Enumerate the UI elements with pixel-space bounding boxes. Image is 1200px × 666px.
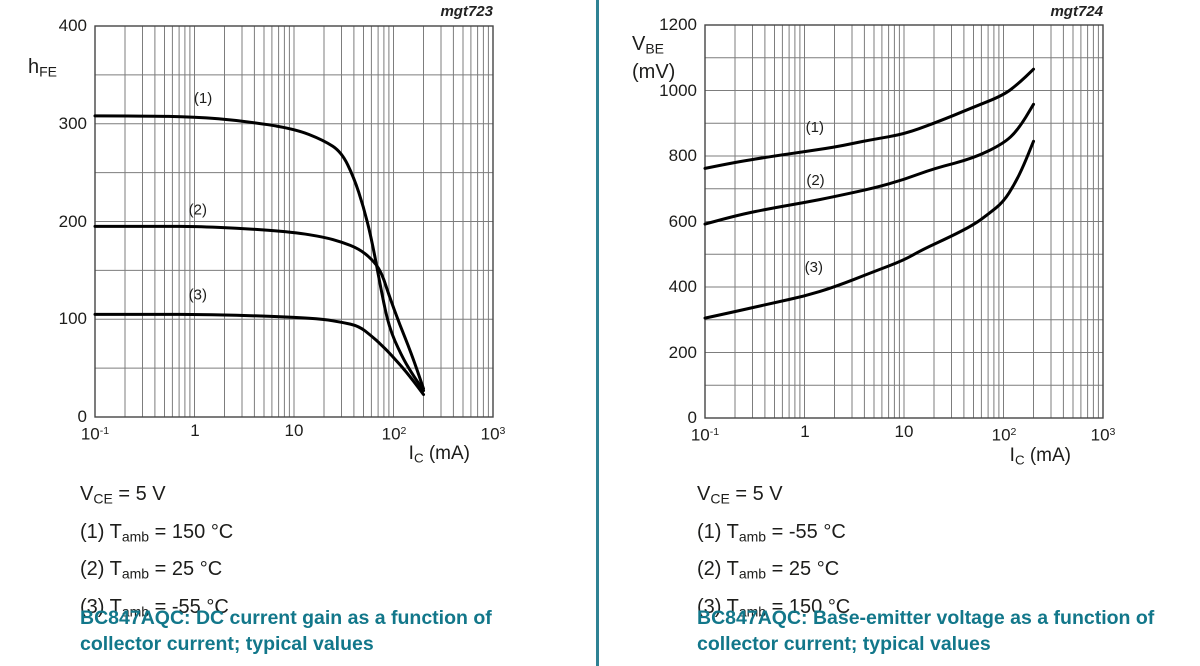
condition-line: VCE = 5 V bbox=[697, 483, 783, 507]
x-axis-label: IC (mA) bbox=[1009, 445, 1071, 468]
curve-label: (1) bbox=[806, 119, 824, 136]
y-tick-label: 1000 bbox=[659, 81, 697, 100]
y-tick-label: 300 bbox=[58, 114, 87, 133]
y-tick-label: 400 bbox=[58, 16, 87, 35]
x-tick-label: 10-1 bbox=[80, 424, 110, 444]
figure-caption: BC847AQC: Base-emitter voltage as a func… bbox=[697, 607, 1155, 655]
condition-line: (2) Tamb = 25 °C bbox=[80, 558, 223, 582]
hfe-chart: (1) (2) (3) bbox=[93, 25, 494, 418]
curve-label: (2) bbox=[189, 202, 207, 219]
series-curve-1 bbox=[93, 114, 425, 393]
series-curve-3 bbox=[93, 312, 425, 396]
condition-line: (1) Tamb = -55 °C bbox=[697, 520, 846, 545]
y-tick-label: 200 bbox=[58, 212, 87, 231]
condition-line: VCE = 5 V bbox=[80, 483, 166, 507]
curve-label: (3) bbox=[189, 287, 207, 304]
vbe-chart: (1) (2) (3) bbox=[703, 24, 1104, 419]
curve-label: (1) bbox=[194, 90, 212, 107]
curve-label: (2) bbox=[806, 172, 824, 189]
y-tick-label: 1200 bbox=[659, 15, 697, 34]
figure-id: mgt723 bbox=[440, 3, 493, 20]
x-tick-label: 1 bbox=[190, 421, 200, 440]
condition-line: (1) Tamb = 150 °C bbox=[80, 520, 234, 545]
test-conditions: VCE = 5 V (1) Tamb = 150 °C (2) Tamb = 25 … bbox=[80, 478, 233, 628]
y-tick-label: 600 bbox=[668, 212, 697, 231]
x-tick-label: 103 bbox=[480, 424, 506, 444]
condition-line: (2) Tamb = 25 °C bbox=[697, 558, 840, 582]
x-axis-label: IC (mA) bbox=[408, 443, 470, 466]
vbe-chart-panel: (1) (2) (3) mgt724 VBE (mV) IC (mA) 1200 100… bbox=[599, 0, 1200, 666]
x-tick-label: 102 bbox=[381, 424, 407, 444]
y-tick-label: 200 bbox=[668, 343, 697, 362]
test-conditions: VCE = 5 V (1) Tamb = -55 °C (2) Tamb = 25 … bbox=[697, 478, 850, 628]
plot-border bbox=[94, 25, 494, 418]
x-tick-label: 10-1 bbox=[690, 425, 720, 445]
y-tick-label: 400 bbox=[668, 277, 697, 296]
plot-border bbox=[704, 24, 1104, 419]
column-divider bbox=[596, 0, 599, 666]
hfe-chart-panel: (1) (2) (3) mgt723 hFE IC (mA) 400 300 200 10… bbox=[0, 0, 596, 666]
figure-caption: BC847AQC: DC current gain as a function … bbox=[80, 607, 492, 655]
series-curve-1 bbox=[703, 67, 1035, 170]
y-axis-label: VBE (mV) bbox=[632, 33, 676, 83]
x-tick-label: 103 bbox=[1090, 425, 1116, 445]
x-tick-label: 10 bbox=[894, 422, 914, 441]
condition-line: (3) Tamb = 150 °C bbox=[697, 595, 851, 620]
x-tick-label: 1 bbox=[800, 422, 810, 441]
y-tick-label: 0 bbox=[77, 407, 87, 426]
x-tick-label: 10 bbox=[284, 421, 304, 440]
x-tick-label: 102 bbox=[991, 425, 1017, 445]
y-tick-label: 100 bbox=[58, 309, 87, 328]
curve-label: (3) bbox=[805, 259, 823, 276]
series-curve-2 bbox=[93, 224, 425, 391]
series-curve-3 bbox=[703, 139, 1035, 320]
y-tick-label: 0 bbox=[687, 408, 697, 427]
figure-id: mgt724 bbox=[1050, 3, 1103, 20]
y-axis-label: hFE bbox=[28, 56, 58, 80]
condition-line: (3) Tamb = -55 °C bbox=[80, 595, 229, 620]
series-curve-2 bbox=[703, 102, 1035, 226]
y-tick-label: 800 bbox=[668, 146, 697, 165]
